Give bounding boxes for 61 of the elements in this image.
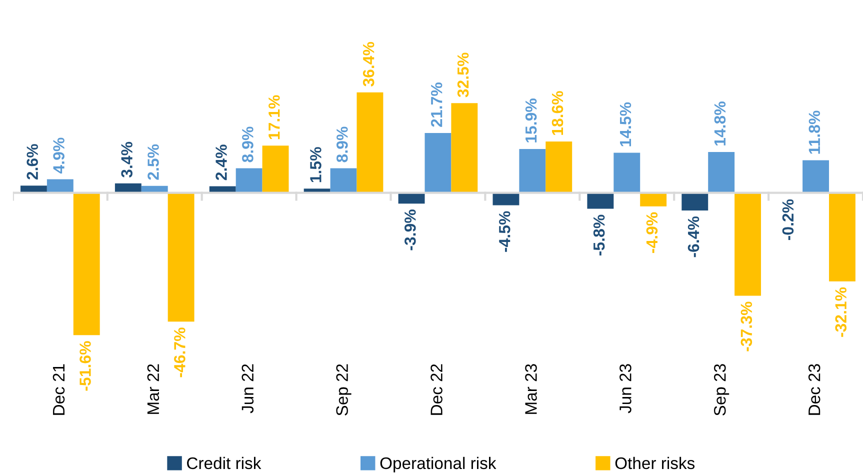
data-label: 8.9% [242, 126, 254, 162]
data-label: -5.8% [593, 214, 605, 256]
data-label: 2.4% [216, 144, 227, 180]
data-label: 36.4% [362, 42, 374, 86]
x-tick-label: Jun 23 [620, 364, 632, 414]
legend-label: Credit risk [187, 456, 262, 470]
data-label: 8.9% [336, 126, 348, 162]
bar [236, 168, 262, 193]
legend-label: Operational risk [380, 456, 496, 472]
bar [356, 92, 384, 193]
data-label: -37.3% [740, 302, 752, 352]
bar [73, 192, 100, 336]
bar [114, 183, 142, 193]
bar [802, 160, 829, 193]
data-label: 1.5% [310, 147, 322, 182]
data-label: -32.1% [835, 287, 847, 337]
x-tick-label: Dec 21 [52, 364, 65, 415]
bar [682, 192, 708, 210]
x-tick-label: Sep 23 [714, 364, 730, 416]
bar [424, 132, 452, 193]
data-label: -6.4% [688, 216, 700, 258]
data-label: 14.5% [620, 102, 632, 146]
data-label: -46.7% [174, 328, 186, 378]
x-tick-label: Jun 22 [242, 364, 254, 414]
bar [587, 192, 614, 209]
x-tick-label: Dec 23 [808, 364, 820, 415]
data-label: -0.2% [782, 199, 794, 240]
bar [451, 103, 478, 193]
data-label: 17.1% [268, 95, 280, 140]
bar [829, 192, 856, 282]
legend-label: Other risks [615, 456, 695, 470]
data-label: 32.5% [457, 52, 469, 98]
bar [734, 192, 761, 296]
data-label: -51.6% [80, 341, 91, 391]
data-label: 2.5% [148, 144, 159, 180]
bar [20, 186, 47, 193]
data-label: 2.6% [26, 144, 38, 180]
bar [546, 141, 572, 193]
data-label: 18.6% [552, 91, 564, 135]
bar [614, 152, 640, 193]
bar [168, 192, 194, 322]
data-label: 21.7% [430, 82, 442, 127]
x-tick-label: Sep 22 [336, 364, 352, 416]
data-label: 14.8% [714, 102, 726, 146]
bar [519, 148, 546, 193]
x-tick-label: Dec 22 [430, 364, 442, 415]
bar [708, 152, 735, 193]
bar [262, 146, 289, 193]
data-label: -3.9% [404, 210, 416, 250]
data-label: 15.9% [525, 98, 537, 142]
bar [46, 179, 74, 193]
bar [640, 192, 667, 206]
x-tick-label: Mar 22 [147, 364, 160, 414]
data-label: -4.5% [498, 211, 510, 252]
bar [330, 168, 357, 193]
data-label: 11.8% [808, 110, 820, 154]
data-label: -4.9% [646, 212, 658, 253]
data-label: 3.4% [121, 142, 132, 178]
bar [209, 186, 236, 193]
x-tick-label: Mar 23 [525, 364, 537, 414]
data-label: 4.9% [53, 138, 64, 174]
